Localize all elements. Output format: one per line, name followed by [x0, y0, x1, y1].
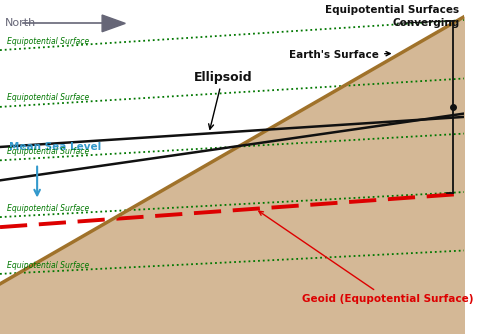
- Text: North: North: [4, 18, 36, 28]
- Text: Equipotential Surfaces
Converging: Equipotential Surfaces Converging: [326, 5, 460, 28]
- Text: Equipotential Surface: Equipotential Surface: [7, 261, 89, 270]
- Text: Equipotential Surface: Equipotential Surface: [7, 94, 89, 103]
- Text: Mean Sea Level: Mean Sea Level: [10, 142, 102, 152]
- Text: Earth's Surface: Earth's Surface: [289, 50, 390, 60]
- Polygon shape: [102, 15, 126, 32]
- Text: Equipotential Surface: Equipotential Surface: [7, 204, 89, 213]
- Text: Geoid (Equpotential Surface): Geoid (Equpotential Surface): [259, 211, 473, 304]
- Text: Equipotential Surface: Equipotential Surface: [7, 37, 89, 46]
- Text: Equipotential Surface: Equipotential Surface: [7, 147, 89, 156]
- Text: Ellipsoid: Ellipsoid: [194, 70, 252, 129]
